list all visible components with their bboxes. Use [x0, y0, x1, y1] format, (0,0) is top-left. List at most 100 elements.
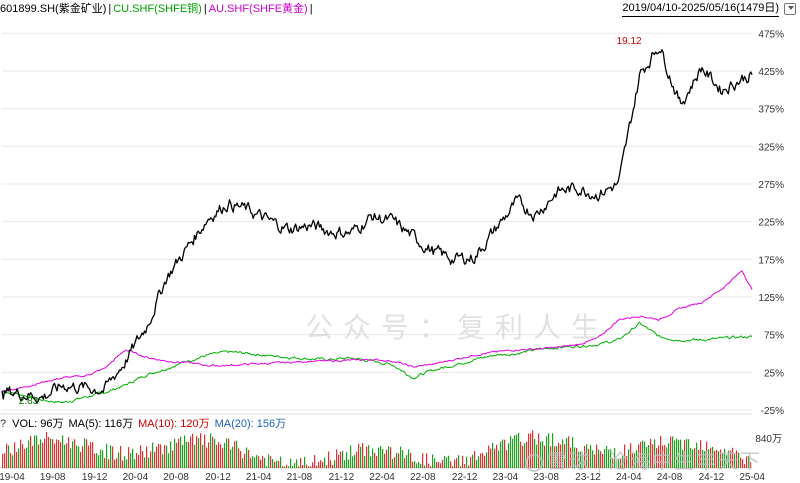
watermark-text: 公众号：复利人生: [305, 311, 610, 344]
volume-bar: [668, 443, 670, 468]
vol-ma5: MA(5): 116万: [68, 418, 134, 430]
volume-bar: [290, 458, 292, 468]
volume-bar: [36, 435, 38, 468]
volume-bar: [682, 449, 684, 468]
volume-bar: [622, 455, 624, 468]
volume-bar: [128, 447, 130, 468]
volume-bar: [544, 445, 546, 468]
volume-bar: [80, 451, 82, 468]
watermark-divider: [599, 453, 600, 472]
volume-bar: [292, 465, 294, 468]
legend-separator: |: [203, 3, 207, 15]
volume-bar: [352, 456, 354, 468]
volume-bar: [186, 441, 188, 468]
volume-bar: [304, 456, 306, 468]
volume-bar: [688, 439, 690, 468]
series-line-copper[interactable]: [1, 321, 753, 404]
help-icon[interactable]: ?: [0, 418, 7, 430]
volume-bar: [422, 453, 424, 468]
volume-bar: [612, 458, 614, 468]
volume-bar: [380, 445, 382, 468]
volume-bar: [726, 455, 728, 468]
volume-bar: [272, 459, 274, 468]
volume-bar: [240, 451, 242, 468]
volume-bar: [196, 436, 198, 468]
legend-stock[interactable]: 601899.SH(紫金矿业): [0, 3, 107, 15]
volume-bar: [538, 433, 540, 468]
volume-bar: [18, 448, 20, 468]
volume-bar: [562, 439, 564, 468]
volume-bar: [266, 466, 268, 468]
volume-bar: [174, 438, 176, 468]
volume-bar: [428, 463, 430, 468]
legend-gold[interactable]: AU.SHF(SHFE黄金): [208, 3, 308, 15]
volume-bar: [476, 460, 478, 468]
volume-bar: [662, 445, 664, 468]
volume-bar: [366, 446, 368, 468]
volume-bar: [2, 454, 4, 468]
y-tick-label: 75%: [764, 331, 784, 342]
volume-bar: [16, 451, 18, 468]
volume-bar: [188, 442, 190, 468]
volume-bar: [610, 449, 612, 468]
series-line-stock[interactable]: [1, 49, 753, 404]
volume-bar: [654, 439, 656, 468]
volume-bar: [490, 448, 492, 468]
legend-copper[interactable]: CU.SHF(SHFE铜): [113, 3, 202, 15]
volume-bar: [660, 436, 662, 468]
volume-bar: [640, 441, 642, 468]
x-tick-label: 23-04: [493, 472, 519, 483]
volume-bar: [656, 448, 658, 468]
volume-bar: [88, 445, 90, 468]
volume-bar: [286, 464, 288, 468]
volume-bar: [300, 458, 302, 468]
volume-bar: [494, 448, 496, 468]
volume-bar: [278, 460, 280, 468]
volume-bar: [586, 444, 588, 468]
volume-bar: [344, 460, 346, 468]
volume-bar: [746, 456, 748, 468]
volume-bar: [276, 460, 278, 468]
volume-bar: [58, 440, 60, 468]
volume-bar: [182, 444, 184, 468]
volume-bar: [414, 461, 416, 468]
volume-bar: [244, 453, 246, 468]
volume-bar: [214, 438, 216, 468]
legend-separator: |: [108, 3, 112, 15]
y-tick-label: 25%: [764, 368, 784, 379]
volume-bar: [684, 440, 686, 468]
x-tick-label: 21-08: [287, 472, 313, 483]
volume-bar: [406, 455, 408, 468]
series-line-gold[interactable]: [1, 270, 753, 392]
volume-bar: [358, 443, 360, 468]
volume-bar: [166, 445, 168, 468]
volume-bar: [392, 458, 394, 468]
volume-bar: [258, 456, 260, 468]
volume-bar: [744, 464, 746, 468]
volume-bar: [550, 446, 552, 468]
volume-bar: [436, 462, 438, 468]
volume-bar: [680, 439, 682, 468]
volume-bar: [418, 462, 420, 468]
x-tick-label: 25-04: [739, 472, 765, 483]
volume-bar: [6, 443, 8, 468]
volume-bar: [20, 439, 22, 468]
volume-bar: [216, 444, 218, 468]
volume-bar: [368, 445, 370, 468]
range-dropdown-icon[interactable]: [784, 3, 796, 15]
volume-bar: [250, 457, 252, 468]
volume-bar: [42, 442, 44, 468]
volume-bar: [516, 434, 518, 468]
volume-bar: [488, 445, 490, 468]
volume-bar: [454, 459, 456, 468]
volume-bar: [110, 445, 112, 468]
volume-bar: [452, 466, 454, 468]
date-range[interactable]: 2019/04/10-2025/05/16(1479日): [622, 0, 779, 17]
volume-bar: [146, 446, 148, 468]
volume-bar: [690, 448, 692, 468]
volume-bar: [66, 443, 68, 468]
volume-bar: [672, 436, 674, 468]
volume-bar: [446, 457, 448, 468]
volume-bar: [626, 456, 628, 468]
